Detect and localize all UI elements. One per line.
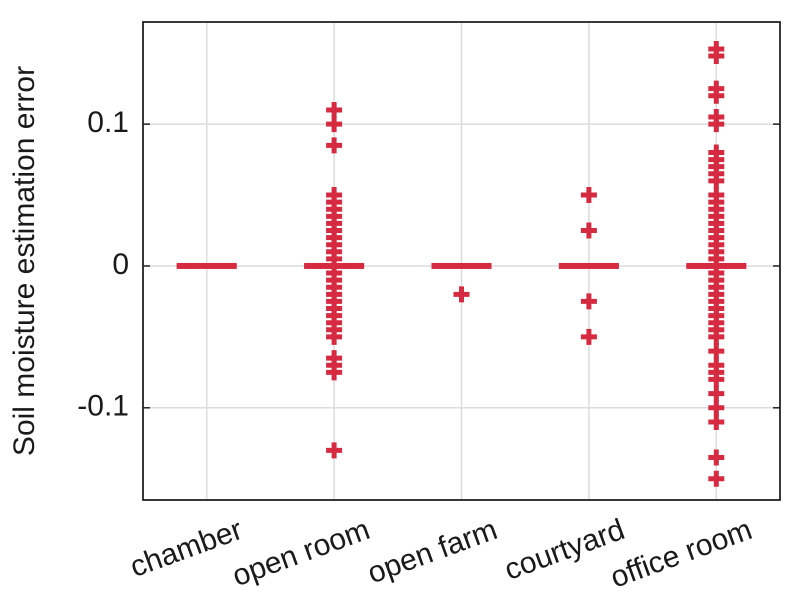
- outlier: [708, 399, 725, 416]
- outlier: [326, 442, 343, 459]
- x-tick-label: open room: [228, 513, 374, 593]
- y-axis-label: Soil moisture estimation error: [8, 66, 41, 456]
- outlier: [580, 222, 597, 239]
- outlier: [580, 328, 597, 345]
- outlier: [326, 137, 343, 154]
- outlier: [580, 187, 597, 204]
- outlier: [708, 250, 725, 267]
- outlier: [708, 328, 725, 345]
- outlier: [708, 385, 725, 402]
- outlier: [708, 343, 725, 360]
- outlier: [326, 250, 343, 267]
- outlier: [708, 449, 725, 466]
- plot-frame: [142, 21, 781, 501]
- outlier: [453, 286, 470, 303]
- outlier: [326, 116, 343, 133]
- x-tick-label: chamber: [126, 513, 247, 584]
- outlier: [326, 364, 343, 381]
- outlier: [708, 413, 725, 430]
- outlier: [708, 48, 725, 65]
- outlier: [708, 371, 725, 388]
- outlier: [708, 87, 725, 104]
- y-tick-label: -0.1: [77, 390, 129, 423]
- x-tick-label: office room: [606, 513, 756, 595]
- y-tick-label: 0: [112, 248, 129, 281]
- outlier: [326, 101, 343, 118]
- outlier: [708, 116, 725, 133]
- outlier: [708, 470, 725, 487]
- outlier: [580, 293, 597, 310]
- outlier: [326, 328, 343, 345]
- x-tick-label: open farm: [363, 513, 501, 590]
- y-tick-label: 0.1: [87, 106, 129, 139]
- outlier: [708, 172, 725, 189]
